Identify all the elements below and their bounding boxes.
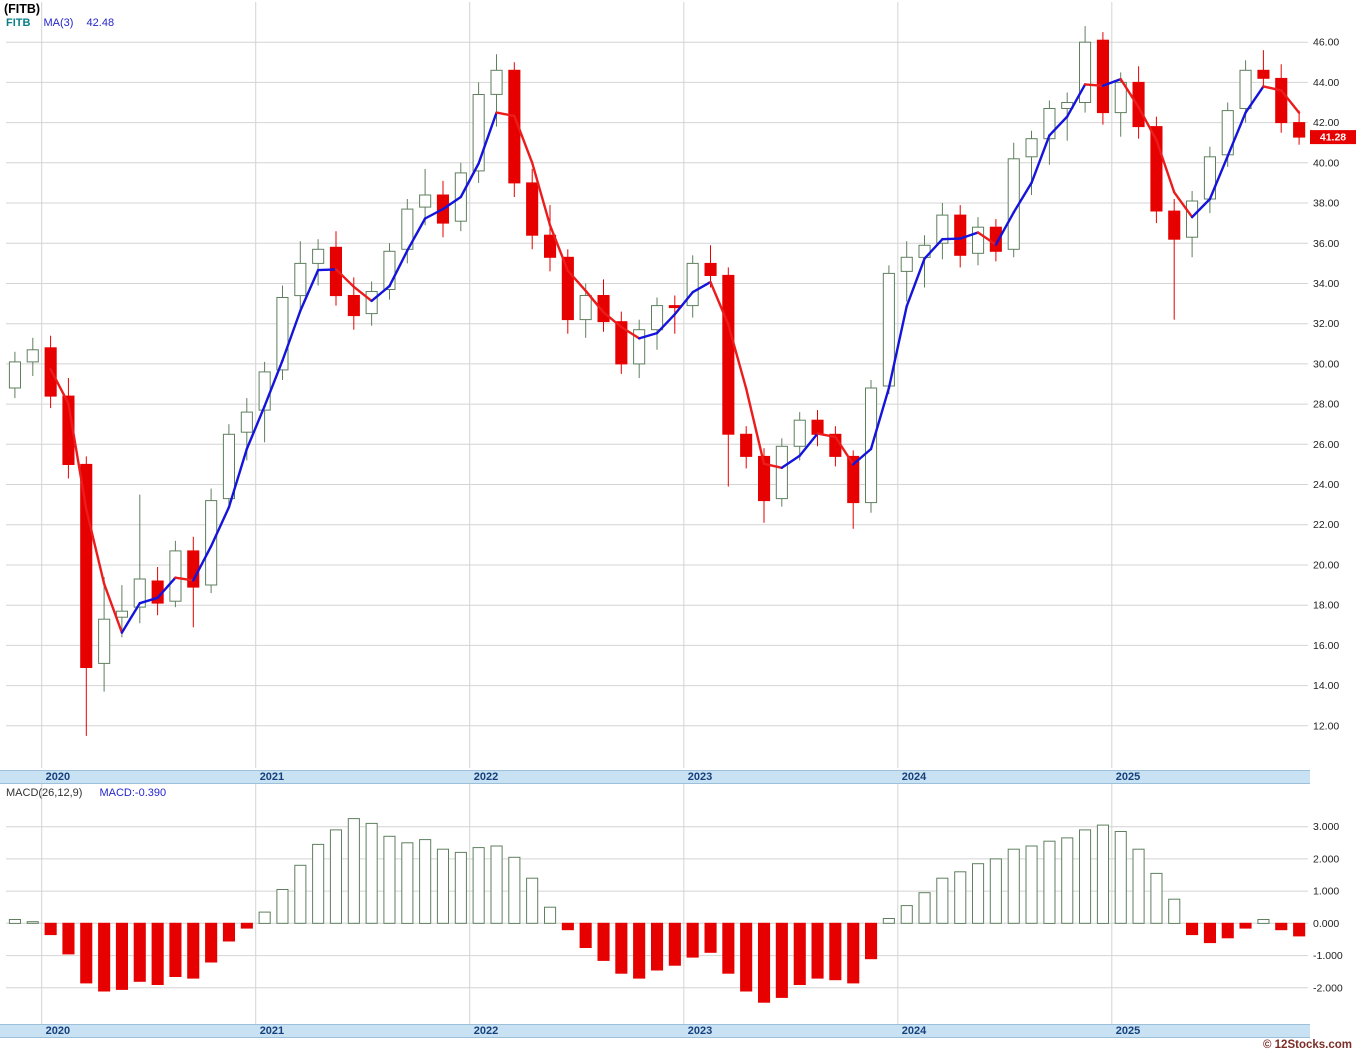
price-axis-tick: 46.00: [1313, 37, 1339, 49]
year-label: 2023: [687, 1025, 713, 1037]
macd-axis-tick: 3.000: [1313, 821, 1339, 833]
year-label: 2024: [901, 1025, 927, 1037]
x-axis-year-strip-bottom: 2020 2021 2022 2023 2024 2025: [0, 1024, 1310, 1038]
chart-title: (FITB): [4, 2, 41, 16]
macd-axis-tick: 1.000: [1313, 886, 1339, 898]
price-axis-tick: 36.00: [1313, 238, 1339, 250]
year-label: 2021: [259, 1025, 285, 1037]
macd-legend: MACD(26,12,9) MACD:-0.390: [6, 787, 166, 799]
legend-ma-value: 42.48: [86, 17, 115, 29]
price-axis-tick: 20.00: [1313, 560, 1339, 572]
ma3-line: [49, 77, 1301, 634]
price-axis-tick: 38.00: [1313, 198, 1339, 210]
price-axis-tick: 16.00: [1313, 640, 1339, 652]
copyright-link[interactable]: © 12Stocks.com: [1262, 1039, 1352, 1051]
year-label: 2025: [1115, 771, 1141, 783]
price-axis-tick: 28.00: [1313, 399, 1339, 411]
price-gridlines: 46.00 44.00 42.00 40.00 38.00 36.00 34.00 32.00…: [6, 2, 1339, 768]
price-axis-tick: 24.00: [1313, 479, 1339, 491]
year-label: 2022: [473, 771, 499, 783]
price-axis-tick: 30.00: [1313, 358, 1339, 370]
price-axis-tick: 26.00: [1313, 439, 1339, 451]
price-axis-tick: 32.00: [1313, 318, 1339, 330]
year-label: 2023: [687, 771, 713, 783]
price-axis-tick: 14.00: [1313, 680, 1339, 692]
price-axis-tick: 34.00: [1313, 278, 1339, 290]
x-axis-year-strip-top: 2020 2021 2022 2023 2024 2025: [0, 770, 1310, 784]
year-label: 2020: [45, 771, 71, 783]
macd-value: MACD:-0.390: [99, 787, 167, 799]
macd-bars: [8, 818, 1306, 1003]
macd-label: MACD(26,12,9): [6, 787, 83, 799]
price-chart-canvas: 46.00 44.00 42.00 40.00 38.00 36.00 34.00 32.00…: [6, 2, 1356, 768]
macd-axis-tick: 0.000: [1313, 918, 1339, 930]
legend-ma-label: MA(3): [43, 17, 74, 29]
price-axis-tick: 44.00: [1313, 77, 1339, 89]
year-label: 2021: [259, 771, 285, 783]
price-axis-tick: 22.00: [1313, 519, 1339, 531]
year-label: 2020: [45, 1025, 71, 1037]
svg-text:41.28: 41.28: [1320, 132, 1346, 144]
price-axis-tick: 18.00: [1313, 600, 1339, 612]
macd-axis-tick: 2.000: [1313, 853, 1339, 865]
year-label: 2022: [473, 1025, 499, 1037]
year-label: 2025: [1115, 1025, 1141, 1037]
macd-axis-tick: -2.000: [1313, 982, 1343, 994]
macd-chart-canvas: 3.000 2.000 1.000 0.000 -1.000 -2.000: [6, 784, 1343, 1024]
macd-axis-tick: -1.000: [1313, 950, 1343, 962]
candles: [8, 26, 1306, 736]
price-axis-tick: 12.00: [1313, 720, 1339, 732]
price-axis-tick: 42.00: [1313, 117, 1339, 129]
legend-symbol: FITB: [6, 17, 31, 29]
year-label: 2024: [901, 771, 927, 783]
price-legend: FITB MA(3) 42.48: [6, 17, 124, 29]
price-axis-tick: 40.00: [1313, 157, 1339, 169]
last-price-tag: 41.28: [1310, 130, 1356, 145]
